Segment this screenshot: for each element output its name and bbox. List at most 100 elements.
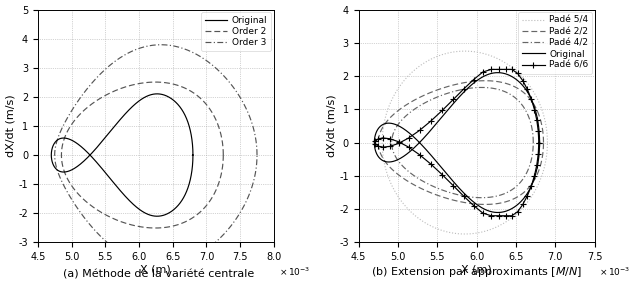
- Padé 5/4: [544, 141, 551, 144]
- Padé 6/6: [450, 98, 457, 101]
- Line: Padé 2/2: Padé 2/2: [378, 81, 544, 204]
- Padé 6/6: [379, 136, 387, 140]
- Original: [375, 156, 383, 159]
- Legend: Padé 5/4, Padé 2/2, Padé 4/2, Original, Padé 6/6: Padé 5/4, Padé 2/2, Padé 4/2, Original, …: [518, 12, 592, 74]
- Padé 2/2: [540, 141, 548, 144]
- Padé 6/6: [438, 109, 446, 112]
- Padé 6/6: [533, 119, 541, 122]
- Original: [151, 214, 159, 218]
- Padé 6/6: [535, 141, 543, 144]
- Original: [536, 141, 543, 144]
- Padé 6/6: [533, 163, 541, 166]
- Text: $\times\,10^{-3}$: $\times\,10^{-3}$: [599, 266, 631, 278]
- Original: [494, 211, 502, 214]
- Original: [188, 168, 196, 171]
- Padé 6/6: [371, 142, 379, 146]
- Order 2: [73, 190, 80, 193]
- Padé 6/6: [395, 140, 403, 144]
- Order 3: [141, 262, 149, 265]
- Padé 6/6: [523, 194, 531, 197]
- Line: Original: Original: [375, 73, 539, 213]
- Original: [189, 153, 197, 157]
- Line: Padé 5/4: Padé 5/4: [382, 51, 548, 234]
- Padé 6/6: [460, 87, 467, 91]
- Padé 4/2: [478, 86, 485, 89]
- Padé 6/6: [404, 136, 412, 140]
- Padé 6/6: [416, 129, 424, 132]
- Order 3: [133, 48, 141, 51]
- Legend: Original, Order 2, Order 3: Original, Order 2, Order 3: [201, 12, 271, 51]
- Order 2: [219, 153, 227, 157]
- Padé 2/2: [475, 202, 483, 206]
- Original: [492, 211, 499, 214]
- Padé 2/2: [392, 171, 400, 175]
- Padé 6/6: [523, 88, 531, 91]
- Padé 6/6: [374, 137, 382, 141]
- Padé 6/6: [487, 214, 495, 217]
- Padé 4/2: [467, 86, 475, 90]
- Original: [532, 112, 540, 115]
- Order 2: [152, 226, 160, 230]
- Padé 6/6: [460, 195, 467, 198]
- Y-axis label: dX/dt (m/s): dX/dt (m/s): [6, 95, 15, 157]
- Padé 6/6: [534, 152, 542, 155]
- Original: [186, 128, 194, 131]
- Line: Order 2: Order 2: [62, 82, 223, 228]
- Order 3: [54, 137, 62, 140]
- Padé 4/2: [478, 196, 485, 199]
- Padé 6/6: [386, 145, 394, 148]
- Original: [371, 147, 378, 150]
- X-axis label: X (m): X (m): [141, 265, 171, 275]
- Line: Padé 4/2: Padé 4/2: [392, 87, 533, 198]
- X-axis label: X (m): X (m): [461, 265, 492, 275]
- Padé 4/2: [473, 196, 481, 199]
- Order 2: [180, 86, 188, 89]
- Padé 6/6: [527, 184, 535, 188]
- Original: [48, 158, 55, 162]
- Padé 2/2: [429, 192, 437, 195]
- Padé 4/2: [403, 168, 410, 171]
- Order 3: [253, 153, 261, 157]
- Padé 6/6: [404, 146, 412, 149]
- Padé 6/6: [534, 130, 542, 133]
- Order 3: [156, 43, 164, 47]
- Order 2: [152, 80, 160, 84]
- Text: (b) Extension par approximants $[M/N]$: (b) Extension par approximants $[M/N]$: [371, 265, 583, 279]
- Padé 5/4: [405, 208, 413, 212]
- Y-axis label: dX/dt (m/s): dX/dt (m/s): [326, 95, 336, 157]
- Padé 4/2: [529, 141, 537, 144]
- Original: [494, 71, 502, 74]
- Padé 5/4: [544, 141, 551, 144]
- Order 3: [186, 49, 193, 53]
- Original: [188, 168, 196, 171]
- Padé 4/2: [434, 187, 441, 190]
- Padé 6/6: [514, 72, 522, 75]
- Padé 2/2: [540, 141, 548, 144]
- Original: [189, 153, 197, 157]
- Padé 6/6: [502, 68, 509, 71]
- Padé 6/6: [495, 214, 502, 217]
- Line: Original: Original: [52, 94, 193, 216]
- Padé 6/6: [416, 153, 424, 157]
- Padé 6/6: [427, 119, 434, 123]
- Order 3: [156, 264, 164, 267]
- Original: [52, 167, 59, 170]
- Order 3: [63, 190, 71, 193]
- Padé 5/4: [460, 49, 468, 53]
- Padé 6/6: [508, 68, 516, 71]
- Original: [535, 157, 543, 161]
- Padé 6/6: [495, 68, 502, 71]
- Order 3: [93, 230, 100, 234]
- Order 2: [219, 153, 227, 157]
- Padé 6/6: [374, 144, 382, 148]
- Line: Order 3: Order 3: [55, 45, 257, 265]
- Text: $\times\,10^{-3}$: $\times\,10^{-3}$: [279, 266, 310, 278]
- Original: [153, 92, 161, 96]
- Padé 6/6: [438, 173, 446, 176]
- Padé 5/4: [521, 78, 529, 81]
- Padé 6/6: [450, 184, 457, 187]
- Padé 5/4: [450, 232, 458, 235]
- Padé 2/2: [506, 83, 514, 87]
- Order 2: [62, 134, 69, 138]
- Padé 2/2: [468, 80, 476, 83]
